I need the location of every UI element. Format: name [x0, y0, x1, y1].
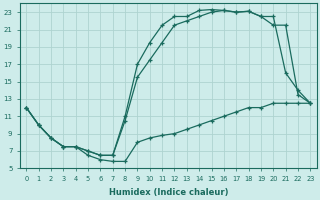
- X-axis label: Humidex (Indice chaleur): Humidex (Indice chaleur): [108, 188, 228, 197]
